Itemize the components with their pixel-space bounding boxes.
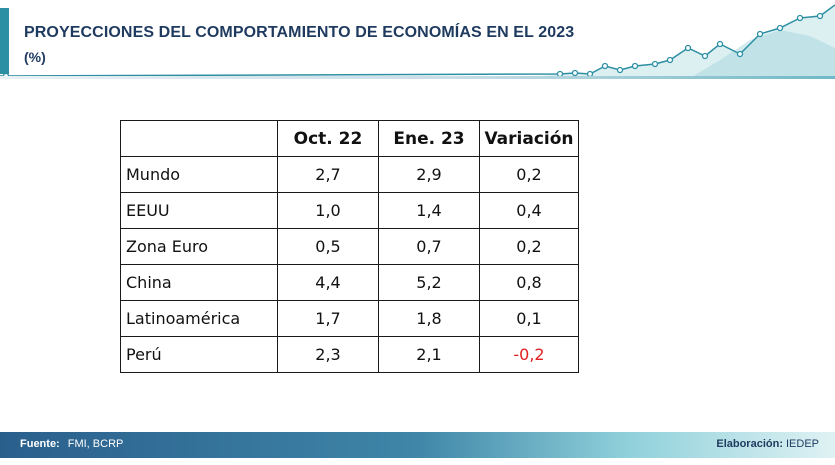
source-value: FMI, BCRP xyxy=(67,438,124,450)
oct22-cell: 0,5 xyxy=(277,228,379,265)
ene23-cell: 2,1 xyxy=(378,336,480,373)
header-cell-oct22: Oct. 22 xyxy=(277,120,379,157)
table-row: Mundo 2,7 2,9 0,2 xyxy=(120,156,579,193)
variacion-cell: 0,2 xyxy=(479,156,579,193)
table-header-row: Oct. 22 Ene. 23 Variación xyxy=(120,120,579,157)
oct22-cell: 1,0 xyxy=(277,192,379,229)
table-row: Latinoamérica 1,7 1,8 0,1 xyxy=(120,300,579,337)
credit-value: IEDEP xyxy=(785,438,819,450)
ene23-cell: 2,9 xyxy=(378,156,480,193)
oct22-cell: 2,3 xyxy=(277,336,379,373)
credit-note: Elaboración: IEDEP xyxy=(716,438,819,450)
ene23-cell: 5,2 xyxy=(378,264,480,301)
oct22-cell: 4,4 xyxy=(277,264,379,301)
slide-header: PROYECCIONES DEL COMPORTAMIENTO DE ECONO… xyxy=(0,0,835,84)
trend-line-decoration xyxy=(0,4,835,80)
projections-table-container: Oct. 22 Ene. 23 Variación Mundo 2,7 2,9 … xyxy=(120,120,579,373)
header-cell-ene23: Ene. 23 xyxy=(378,120,480,157)
variacion-cell: 0,1 xyxy=(479,300,579,337)
header-divider xyxy=(0,76,835,79)
header-cell-variacion: Variación xyxy=(479,120,579,157)
table-row: China 4,4 5,2 0,8 xyxy=(120,264,579,301)
country-cell: EEUU xyxy=(120,192,278,229)
country-cell: Perú xyxy=(120,336,278,373)
header-accent-bar xyxy=(0,8,9,74)
page-subtitle: (%) xyxy=(24,49,46,65)
table-row: Zona Euro 0,5 0,7 0,2 xyxy=(120,228,579,265)
ene23-cell: 1,4 xyxy=(378,192,480,229)
credit-label: Elaboración: xyxy=(716,438,783,450)
ene23-cell: 1,8 xyxy=(378,300,480,337)
variacion-cell: 0,2 xyxy=(479,228,579,265)
table-row: Perú 2,3 2,1 -0,2 xyxy=(120,336,579,373)
table-row: EEUU 1,0 1,4 0,4 xyxy=(120,192,579,229)
ene23-cell: 0,7 xyxy=(378,228,480,265)
variacion-cell: 0,8 xyxy=(479,264,579,301)
country-cell: Mundo xyxy=(120,156,278,193)
source-label: Fuente: xyxy=(20,438,60,450)
oct22-cell: 1,7 xyxy=(277,300,379,337)
variacion-cell-negative: -0,2 xyxy=(479,336,579,373)
country-cell: China xyxy=(120,264,278,301)
page-title: PROYECCIONES DEL COMPORTAMIENTO DE ECONO… xyxy=(24,24,575,41)
oct22-cell: 2,7 xyxy=(277,156,379,193)
source-note: Fuente: FMI, BCRP xyxy=(20,438,123,450)
country-cell: Latinoamérica xyxy=(120,300,278,337)
country-cell: Zona Euro xyxy=(120,228,278,265)
slide-footer: Fuente: FMI, BCRP Elaboración: IEDEP xyxy=(0,432,835,458)
header-cell-country xyxy=(120,120,278,157)
variacion-cell: 0,4 xyxy=(479,192,579,229)
projections-table: Oct. 22 Ene. 23 Variación Mundo 2,7 2,9 … xyxy=(120,120,579,373)
